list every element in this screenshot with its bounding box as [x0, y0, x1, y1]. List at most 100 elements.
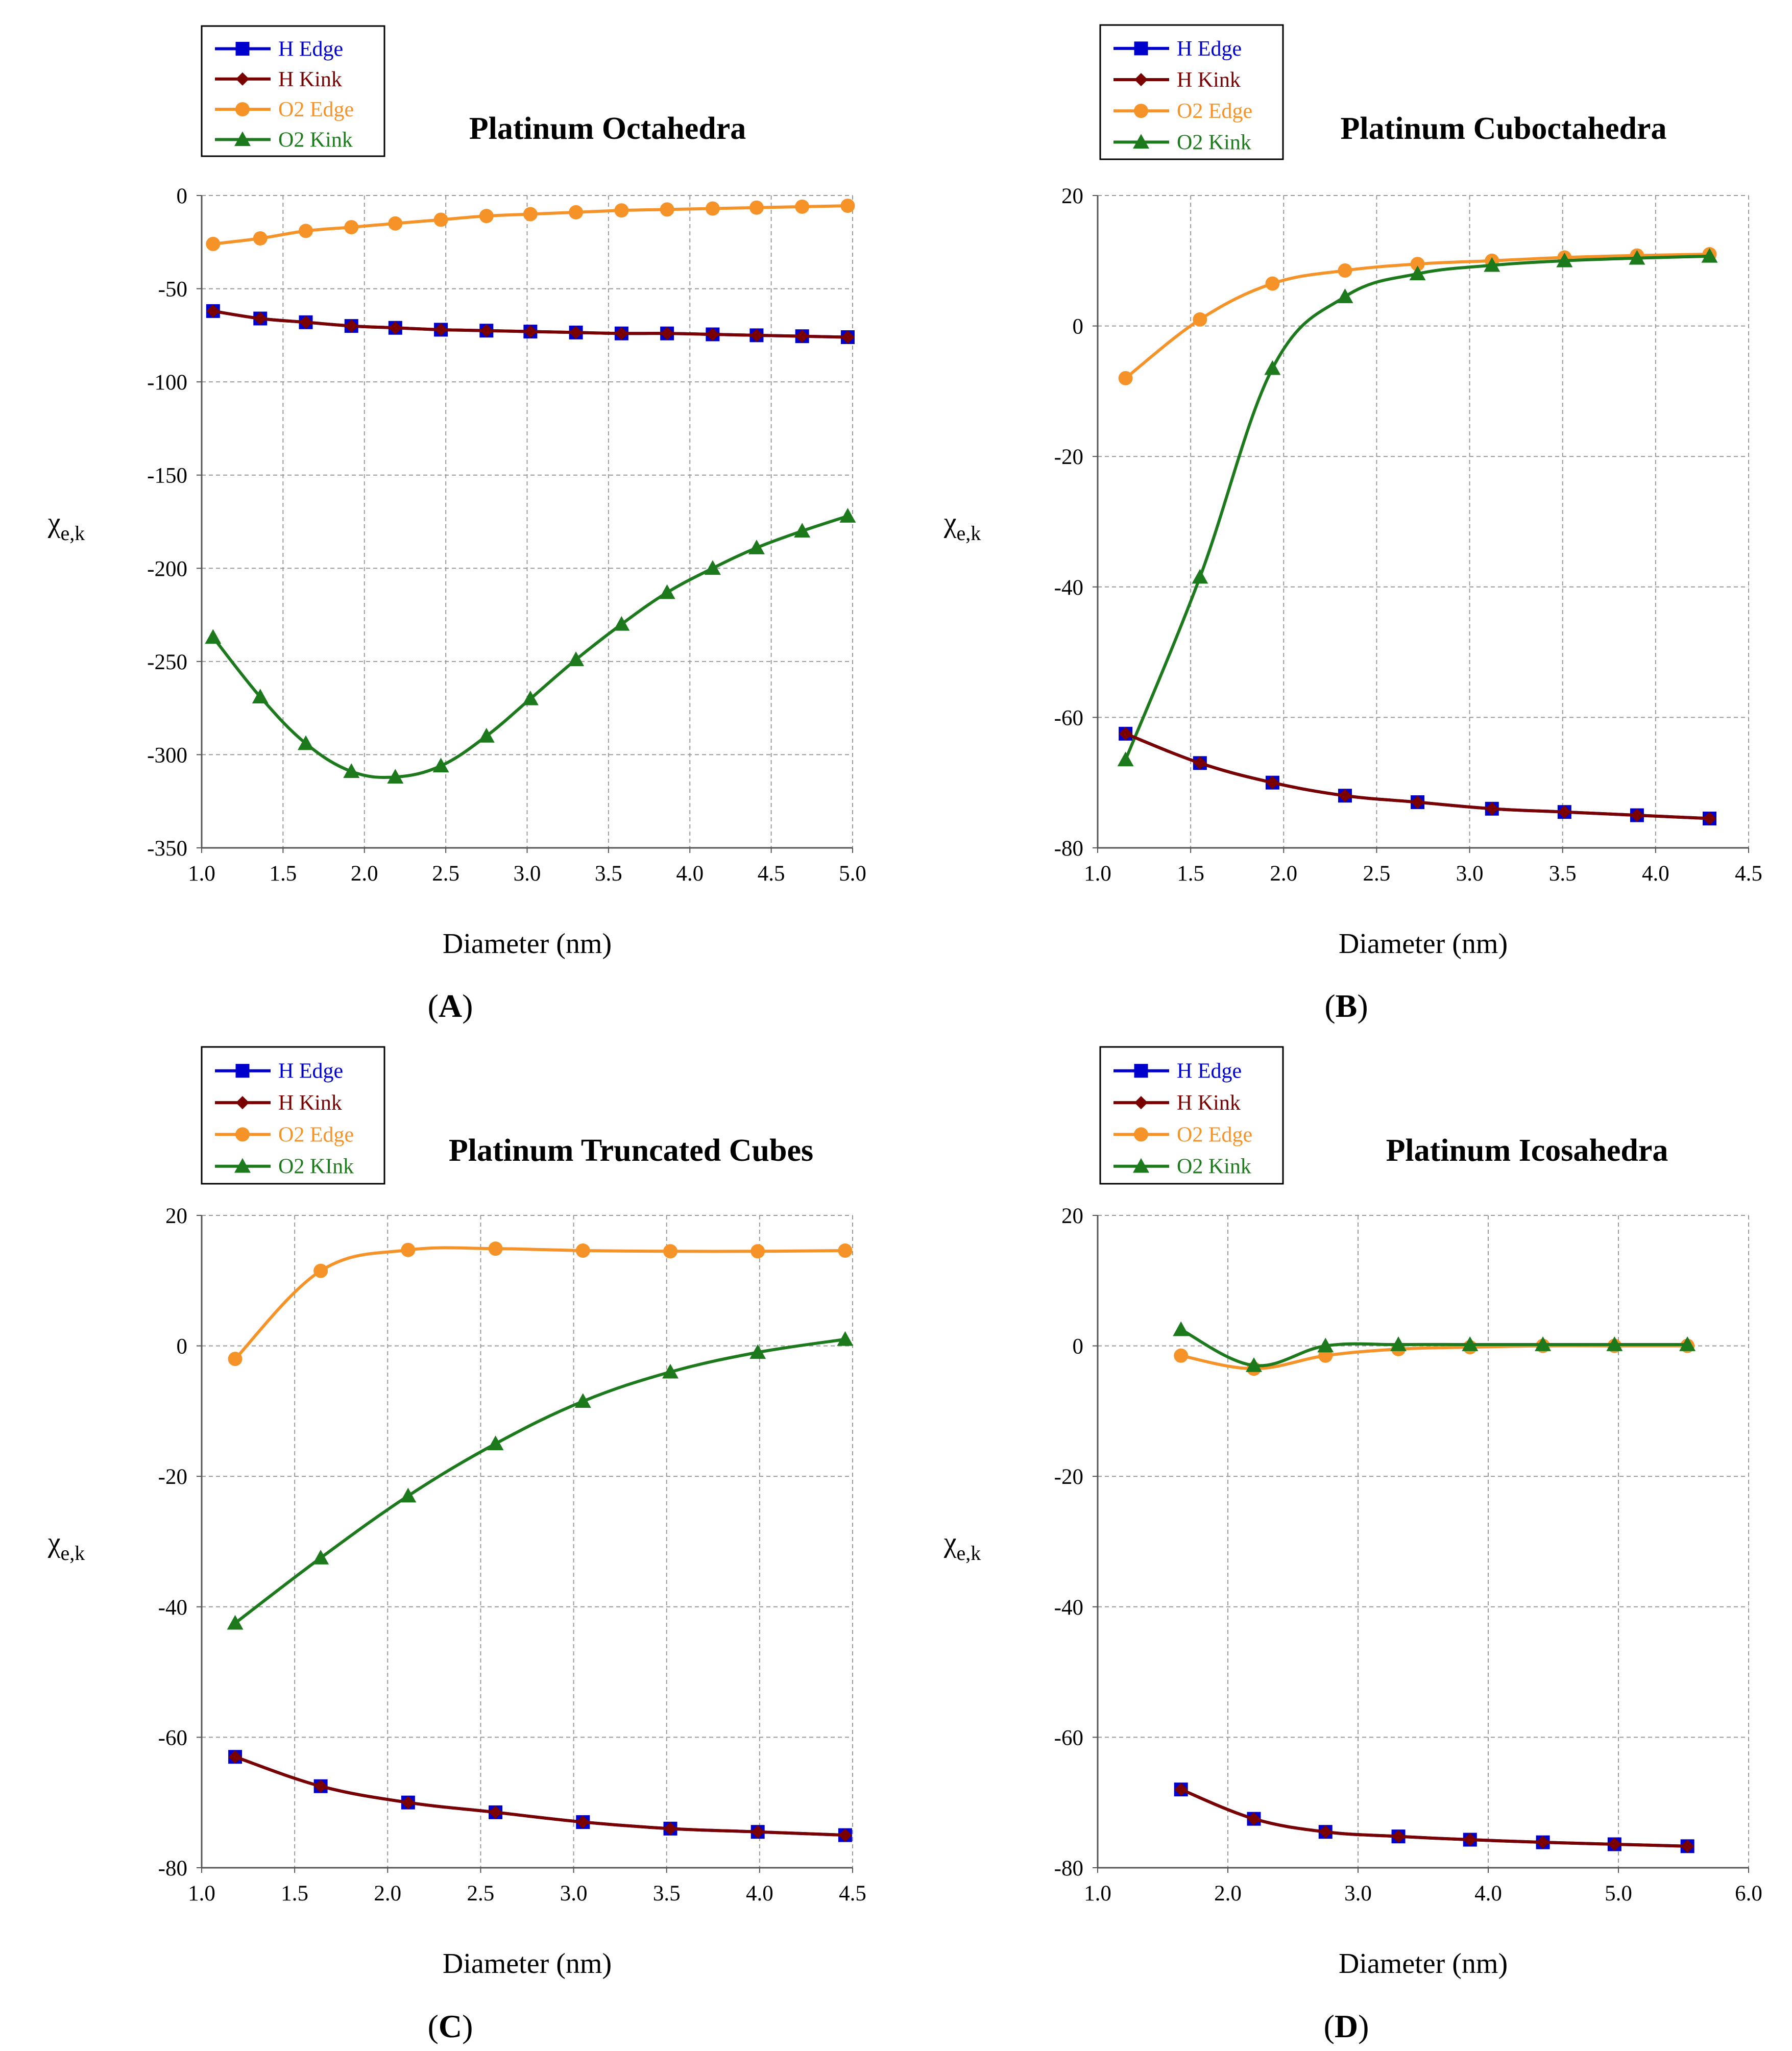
panel-label: (B) — [1324, 988, 1368, 1024]
chart-c: 1.0 1.5 2.0 2.5 3.0 3.5 4.0 4.5 20 0 -20 -40 -60 -80 D… — [47, 1046, 866, 2044]
legend-marker — [1134, 1096, 1148, 1110]
data-point — [660, 202, 674, 217]
data-point — [1118, 371, 1133, 385]
series-line — [234, 1337, 845, 1625]
panel-label-close: ) — [1357, 988, 1368, 1024]
x-tick-label: 2.0 — [351, 862, 378, 886]
data-point — [662, 1363, 679, 1379]
legend-marker — [234, 1158, 251, 1173]
y-tick-label: -60 — [1054, 1726, 1083, 1750]
data-point — [705, 201, 720, 216]
data-point — [568, 651, 585, 667]
data-point — [574, 1393, 591, 1408]
data-point — [1173, 1321, 1190, 1336]
y-tick-label: -300 — [147, 743, 187, 767]
data-point — [749, 328, 763, 342]
panel-label: (D) — [1324, 2008, 1369, 2044]
data-point — [794, 523, 811, 538]
data-point — [299, 224, 313, 238]
data-point — [837, 1331, 854, 1346]
data-point — [1535, 1336, 1552, 1351]
legend-marker — [1133, 1158, 1149, 1173]
legend-marker — [1134, 1127, 1148, 1142]
x-tick-label: 6.0 — [1735, 1882, 1762, 1906]
x-tick-label: 2.0 — [1270, 862, 1297, 886]
y-tick-label: -80 — [1054, 1857, 1083, 1881]
data-point — [748, 540, 765, 554]
chart-title: Platinum Octahedra — [469, 111, 746, 146]
data-point — [1392, 1829, 1406, 1843]
legend-label: H Kink — [1177, 68, 1241, 92]
y-tick-label: -20 — [1054, 445, 1083, 469]
data-point — [1338, 789, 1352, 802]
data-point — [205, 629, 222, 644]
data-point — [1485, 802, 1499, 816]
data-point — [1319, 1825, 1333, 1839]
data-point — [487, 1435, 504, 1451]
data-point — [838, 1828, 852, 1842]
data-point — [659, 584, 675, 599]
x-tick-label: 3.0 — [1456, 862, 1484, 886]
panel-label-open: ( — [1324, 2008, 1335, 2044]
legend: H Edge H Kink O2 Edge O2 Kink — [1099, 1046, 1284, 1185]
data-point — [1462, 1336, 1479, 1351]
data-point — [1629, 250, 1645, 265]
x-axis-label: Diameter (nm) — [1339, 928, 1508, 960]
y-tick-label: 20 — [1061, 1204, 1083, 1228]
y-tick-label: -60 — [158, 1726, 187, 1750]
legend-label: H Kink — [278, 68, 342, 91]
legend-label: H Edge — [1177, 1060, 1242, 1083]
data-point — [1409, 265, 1426, 281]
legend-marker — [1134, 73, 1148, 87]
data-point — [1558, 805, 1571, 819]
data-point — [749, 200, 764, 215]
data-point — [433, 212, 448, 227]
data-point — [479, 209, 494, 224]
legend-marker — [236, 72, 249, 86]
x-axis-label: Diameter (nm) — [1339, 1948, 1508, 1980]
x-tick-label: 2.0 — [374, 1882, 401, 1906]
x-tick-label: 1.5 — [1177, 862, 1204, 886]
series-o2-kink — [1117, 248, 1718, 767]
data-point — [388, 216, 403, 231]
legend-marker — [235, 102, 250, 117]
x-tick-label: 4.0 — [746, 1882, 773, 1906]
data-point — [704, 560, 721, 575]
data-point — [228, 1352, 243, 1366]
x-tick-label: 3.0 — [560, 1882, 588, 1906]
data-point — [613, 616, 630, 631]
x-tick-label: 3.5 — [595, 862, 622, 886]
data-point — [1317, 1337, 1334, 1353]
data-point — [569, 326, 583, 339]
y-tick-label: 0 — [1073, 315, 1084, 339]
data-point — [1193, 756, 1207, 770]
data-point — [1630, 809, 1644, 822]
data-point — [795, 329, 809, 343]
y-tick-label: -80 — [1054, 837, 1083, 861]
y-tick-label: -40 — [158, 1596, 187, 1620]
data-point — [400, 1487, 417, 1503]
data-point — [576, 1815, 590, 1829]
data-point — [343, 763, 360, 778]
y-axis-label: χe,k — [47, 507, 85, 545]
chart-title: Platinum Icosahedra — [1386, 1133, 1668, 1168]
data-point — [401, 1242, 416, 1257]
x-tick-label: 4.5 — [758, 862, 785, 886]
legend-label: H Kink — [278, 1091, 342, 1115]
series-line — [234, 1755, 845, 1837]
y-tick-label: -350 — [147, 837, 187, 861]
panel-label-open: ( — [428, 988, 439, 1024]
panel-label-letter: A — [439, 988, 462, 1024]
data-point — [253, 231, 268, 246]
x-tick-label: 1.0 — [1084, 862, 1111, 886]
x-tick-label: 4.5 — [839, 1882, 866, 1906]
panel-label-letter: B — [1336, 988, 1358, 1024]
x-tick-label: 1.0 — [188, 862, 215, 886]
panel-label-open: ( — [1324, 988, 1335, 1024]
series-line — [1124, 254, 1710, 761]
legend-label: O2 Kink — [1177, 1155, 1251, 1179]
panel-label-close: ) — [1358, 2008, 1369, 2044]
y-axis-label-subscript: e,k — [957, 1542, 981, 1565]
data-point — [1338, 263, 1352, 278]
